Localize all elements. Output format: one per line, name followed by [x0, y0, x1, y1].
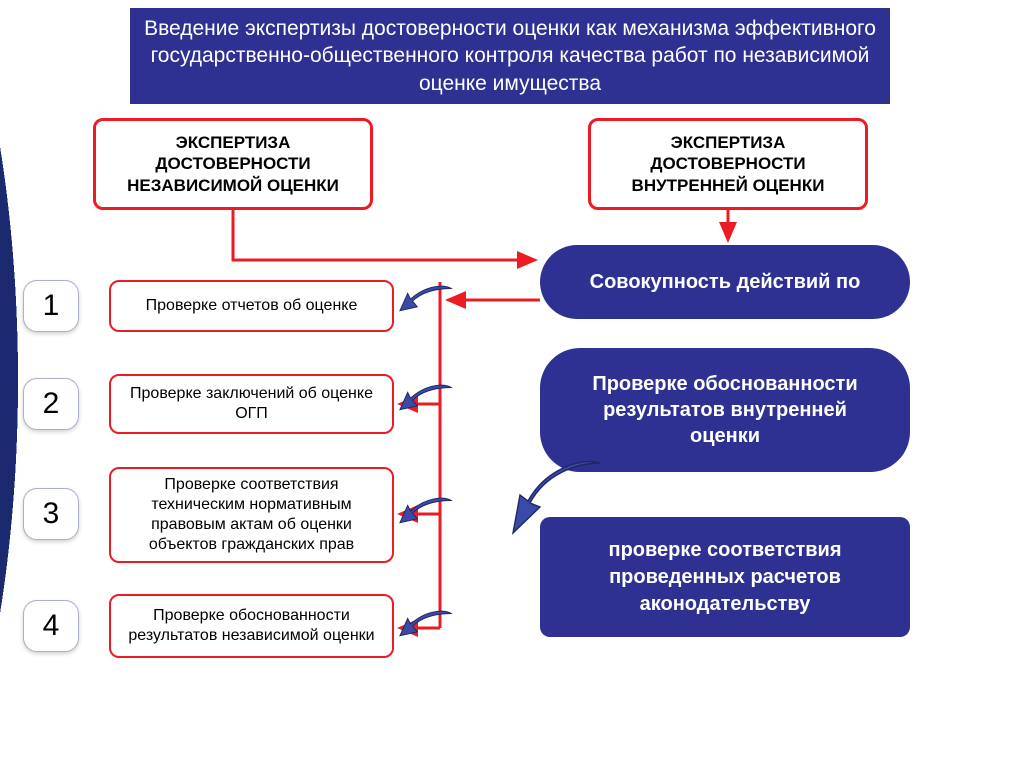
- page-title: Введение экспертизы достоверности оценки…: [130, 8, 890, 104]
- step-4-box: Проверке обоснованности результатов неза…: [109, 594, 394, 658]
- curvy-arrow-4: [398, 608, 456, 648]
- step-3-box: Проверке соответствия техническим нормат…: [109, 467, 394, 563]
- curvy-arrow-2: [398, 382, 456, 422]
- step-1-box: Проверке отчетов об оценке: [109, 280, 394, 332]
- top-box-internal: ЭКСПЕРТИЗА ДОСТОВЕРНОСТИ ВНУТРЕННЕЙ ОЦЕН…: [588, 118, 868, 210]
- curvy-arrow-3: [398, 495, 456, 535]
- step-1-number: 1: [23, 280, 79, 332]
- pill-validation: Проверке обоснованности результатов внут…: [540, 348, 910, 472]
- step-2-box: Проверке заключений об оценке ОГП: [109, 374, 394, 434]
- pill-actions: Совокупность действий по: [540, 245, 910, 319]
- curvy-arrow-1: [398, 283, 456, 323]
- step-2-number: 2: [23, 378, 79, 430]
- top-box-independent: ЭКСПЕРТИЗА ДОСТОВЕРНОСТИ НЕЗАВИСИМОЙ ОЦЕ…: [93, 118, 373, 210]
- step-4-number: 4: [23, 600, 79, 652]
- step-3-number: 3: [23, 488, 79, 540]
- curvy-arrow-big: [505, 455, 615, 545]
